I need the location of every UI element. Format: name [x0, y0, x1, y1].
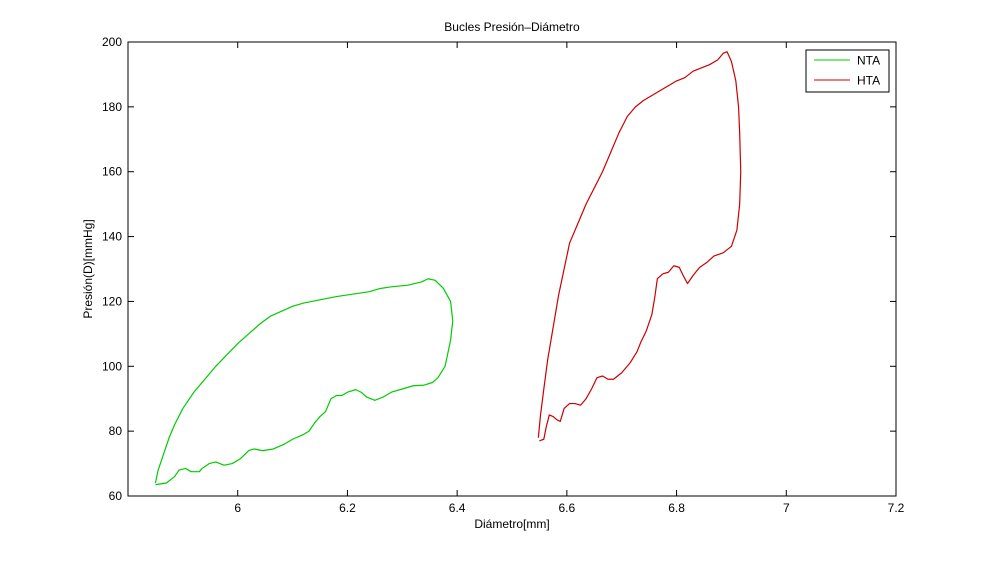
- legend: NTA HTA: [805, 49, 890, 93]
- series-line-hta: [537, 51, 742, 442]
- legend-box: [805, 49, 890, 93]
- legend-label-nta: NTA: [857, 54, 880, 68]
- x-tick-label: 6.4: [449, 501, 466, 515]
- x-tick-label: 7: [783, 501, 790, 515]
- y-tick-label: 120: [102, 294, 122, 308]
- axes-box: [127, 41, 897, 497]
- x-tick-label: 6: [234, 501, 241, 515]
- x-ticks: 6 6.2 6.4 6.6 6.8 7 7.2: [234, 42, 905, 515]
- series-layer: [154, 51, 742, 486]
- x-tick-label: 6.8: [668, 501, 685, 515]
- y-tick-label: 140: [102, 230, 122, 244]
- x-tick-label: 6.2: [339, 501, 356, 515]
- y-tick-label: 160: [102, 165, 122, 179]
- y-tick-label: 200: [102, 35, 122, 49]
- y-tick-label: 180: [102, 100, 122, 114]
- y-ticks: 60 80 100 120 140 160 180 200: [102, 35, 896, 503]
- plot-area: [128, 42, 896, 496]
- legend-label-hta: HTA: [857, 74, 880, 88]
- x-tick-label: 6.6: [559, 501, 576, 515]
- y-tick-label: 100: [102, 359, 122, 373]
- y-axis-label: Presión(D)[mmHg]: [81, 219, 95, 318]
- x-axis-label: Diámetro[mm]: [474, 517, 549, 531]
- x-tick-label: 7.2: [888, 501, 905, 515]
- y-tick-label: 80: [109, 424, 123, 438]
- y-tick-label: 60: [109, 489, 123, 503]
- chart-title: Bucles Presión–Diámetro: [444, 20, 580, 34]
- series-line-nta: [154, 278, 454, 486]
